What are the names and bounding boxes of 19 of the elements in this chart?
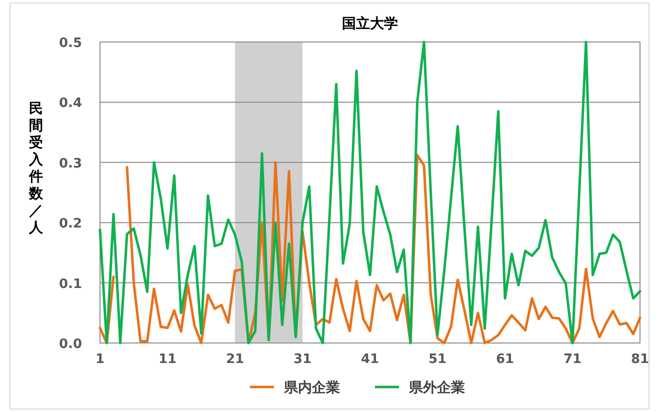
y-tick-label: 0.2: [58, 216, 82, 232]
x-tick-label: 61: [496, 352, 514, 367]
chart-title: 国立大学: [342, 15, 398, 32]
x-tick-label: 41: [360, 352, 380, 367]
legend-label: 県内企業: [283, 380, 340, 396]
legend-label: 県外企業: [408, 380, 465, 396]
y-tick-label: 0.1: [58, 276, 82, 292]
x-tick-label: 51: [428, 352, 447, 367]
y-tick-label: 0.4: [58, 96, 82, 112]
x-tick-label: 1: [95, 352, 105, 367]
y-tick-label: 0.0: [58, 337, 82, 352]
x-tick-label: 71: [563, 352, 582, 367]
x-tick-label: 31: [293, 352, 312, 367]
x-tick-label: 81: [630, 352, 650, 367]
x-tick-label: 21: [226, 352, 244, 367]
y-tick-label: 0.3: [58, 156, 82, 172]
y-tick-label: 0.5: [58, 36, 82, 51]
ylabel: 民間受入件数／人: [29, 101, 43, 236]
x-tick-label: 11: [158, 352, 177, 367]
